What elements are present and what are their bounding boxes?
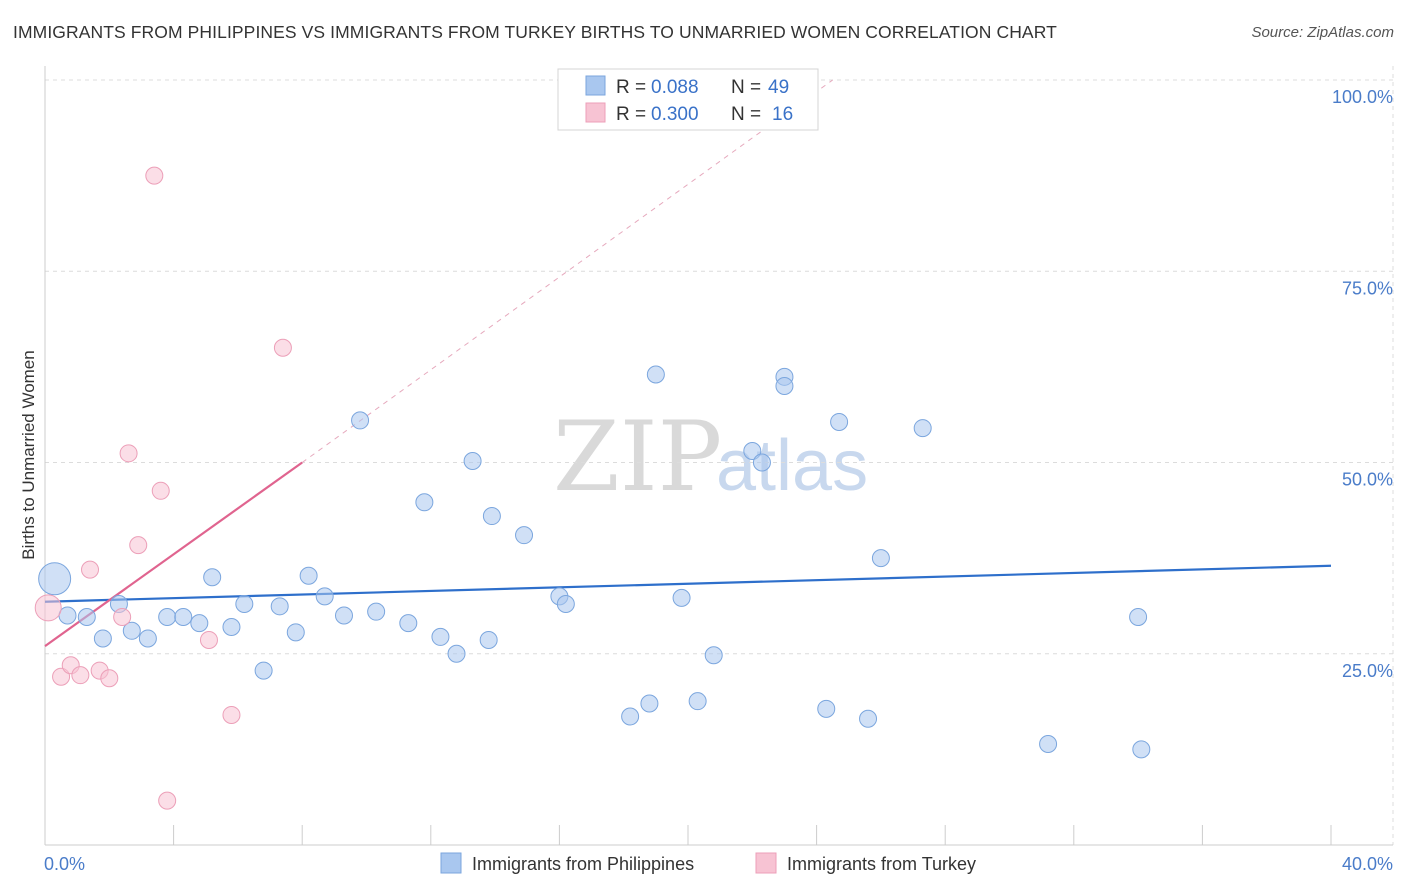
point-philippines-40 — [775, 377, 794, 395]
trend-extension-1 — [301, 79, 833, 463]
point-philippines-25 — [463, 451, 482, 470]
point-philippines-44 — [871, 549, 890, 568]
watermark-zip: ZIP — [553, 401, 722, 513]
legend: R = 0.088 N = 49 R = 0.300 N = 16 — [557, 68, 819, 131]
point-philippines-14 — [270, 597, 289, 616]
bottom-legend-swatch-philippines — [440, 852, 462, 874]
point-turkey-15 — [273, 338, 292, 357]
legend-swatch-turkey — [585, 102, 606, 123]
point-philippines-36 — [704, 646, 723, 665]
point-philippines-15 — [286, 623, 305, 642]
point-philippines-28 — [515, 526, 534, 545]
point-philippines-7 — [158, 608, 177, 627]
legend-n-label-2: N = — [731, 104, 761, 125]
point-philippines-33 — [646, 365, 665, 384]
point-philippines-5 — [122, 621, 141, 640]
legend-r-value-1: 0.088 — [651, 77, 699, 98]
axes — [44, 66, 1393, 846]
point-philippines-38 — [752, 453, 771, 472]
x-tick-label-max: 40.0% — [1342, 854, 1393, 874]
bottom-legend-swatch-turkey — [755, 852, 777, 874]
point-turkey-7 — [113, 608, 132, 627]
point-turkey-4 — [81, 560, 100, 579]
point-philippines-43 — [859, 709, 878, 728]
y-tick-label-3: 100.0% — [1332, 87, 1393, 107]
point-philippines-34 — [672, 588, 691, 607]
point-philippines-45 — [913, 419, 932, 438]
point-philippines-42 — [830, 412, 849, 431]
point-turkey-9 — [129, 536, 148, 555]
chart-title: IMMIGRANTS FROM PHILIPPINES VS IMMIGRANT… — [13, 22, 1057, 42]
point-philippines-6 — [138, 629, 157, 648]
point-philippines-26 — [479, 630, 498, 649]
point-philippines-23 — [431, 627, 450, 646]
point-philippines-30 — [556, 595, 575, 614]
source-label: Source: ZipAtlas.com — [1251, 24, 1394, 41]
y-axis-label: Births to Unmarried Women — [19, 350, 38, 559]
legend-r-label-2: R = — [616, 104, 646, 125]
point-philippines-19 — [351, 411, 370, 430]
point-turkey-13 — [199, 630, 218, 649]
point-philippines-46 — [1039, 735, 1058, 754]
point-philippines-32 — [640, 694, 659, 713]
legend-n-label-1: N = — [731, 77, 761, 98]
bottom-legend-label-turkey: Immigrants from Turkey — [787, 854, 976, 874]
point-philippines-13 — [254, 661, 273, 680]
point-turkey-8 — [119, 444, 138, 463]
data-points — [34, 166, 1151, 810]
point-philippines-16 — [299, 566, 318, 585]
point-turkey-10 — [145, 166, 164, 185]
point-turkey-12 — [158, 791, 177, 810]
point-philippines-48 — [1132, 740, 1151, 759]
point-philippines-9 — [190, 614, 209, 633]
point-philippines-31 — [621, 707, 640, 726]
y-tick-label-1: 50.0% — [1342, 470, 1393, 490]
trend-line-philippines — [44, 564, 1332, 603]
point-philippines-22 — [415, 493, 434, 512]
point-philippines-10 — [203, 568, 222, 587]
point-turkey-3 — [71, 666, 90, 685]
y-tick-label-2: 75.0% — [1342, 278, 1393, 298]
point-philippines-11 — [222, 617, 241, 636]
legend-r-value-2: 0.300 — [651, 104, 699, 125]
legend-n-value-2: 16 — [772, 104, 793, 125]
point-philippines-41 — [817, 699, 836, 718]
point-philippines-21 — [399, 614, 418, 633]
point-philippines-18 — [334, 606, 353, 625]
point-turkey-6 — [100, 669, 119, 688]
point-philippines-35 — [688, 692, 707, 711]
watermark-atlas: atlas — [716, 426, 868, 506]
point-turkey-0 — [34, 594, 62, 622]
point-philippines-3 — [93, 629, 112, 648]
bottom-legend: Immigrants from Philippines Immigrants f… — [440, 852, 976, 874]
point-philippines-2 — [77, 608, 96, 627]
point-turkey-11 — [151, 481, 170, 500]
point-philippines-27 — [482, 507, 501, 526]
point-philippines-12 — [235, 595, 254, 614]
point-philippines-0 — [38, 562, 72, 596]
point-philippines-24 — [447, 644, 466, 663]
legend-r-label-1: R = — [616, 77, 646, 98]
point-philippines-47 — [1129, 608, 1148, 627]
point-philippines-8 — [174, 608, 193, 627]
y-tick-labels: 25.0% 50.0% 75.0% 100.0% — [1332, 87, 1393, 681]
point-turkey-14 — [222, 705, 241, 724]
point-philippines-37 — [743, 442, 762, 461]
trend-lines — [44, 79, 1332, 647]
x-tick-label-min: 0.0% — [44, 854, 85, 874]
legend-n-value-1: 49 — [768, 77, 789, 98]
point-philippines-17 — [315, 587, 334, 606]
y-tick-label-0: 25.0% — [1342, 661, 1393, 681]
point-philippines-20 — [367, 602, 386, 621]
point-turkey-1 — [52, 667, 71, 686]
legend-swatch-philippines — [585, 75, 606, 96]
bottom-legend-label-philippines: Immigrants from Philippines — [472, 854, 694, 874]
